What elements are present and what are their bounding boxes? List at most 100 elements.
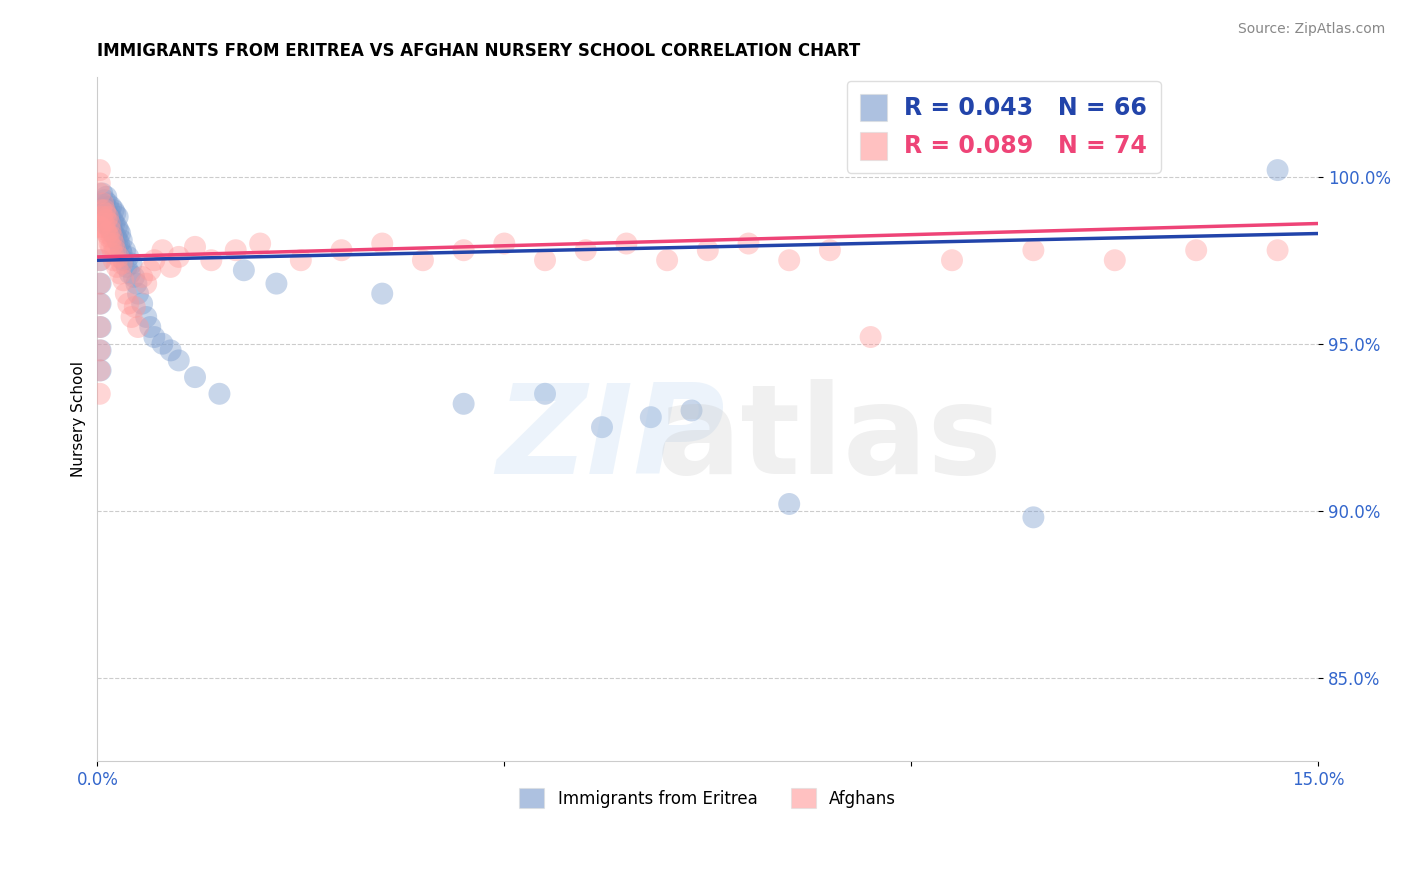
Point	[100, 210, 122, 224]
Point	[412, 253, 434, 268]
Point	[167, 250, 190, 264]
Point	[90, 219, 112, 234]
Point	[575, 244, 598, 258]
Point	[127, 320, 149, 334]
Point	[93, 217, 115, 231]
Point	[89, 236, 111, 251]
Point	[534, 386, 557, 401]
Point	[778, 497, 800, 511]
Point	[1104, 253, 1126, 268]
Point	[696, 244, 718, 258]
Point	[110, 244, 132, 258]
Point	[90, 343, 112, 358]
Point	[98, 203, 121, 218]
Point	[135, 277, 157, 291]
Text: ZIP: ZIP	[496, 379, 724, 500]
Point	[101, 246, 124, 260]
Point	[89, 277, 111, 291]
Point	[90, 253, 112, 268]
Point	[108, 267, 131, 281]
Point	[112, 253, 135, 268]
Point	[91, 186, 114, 201]
Point	[89, 343, 111, 358]
Point	[232, 263, 254, 277]
Point	[121, 256, 143, 270]
Point	[159, 343, 181, 358]
Point	[100, 223, 122, 237]
Point	[107, 250, 129, 264]
Point	[117, 250, 139, 264]
Text: Source: ZipAtlas.com: Source: ZipAtlas.com	[1237, 22, 1385, 37]
Point	[97, 230, 120, 244]
Point	[97, 196, 120, 211]
Point	[100, 200, 122, 214]
Point	[105, 230, 128, 244]
Point	[104, 206, 127, 220]
Text: IMMIGRANTS FROM ERITREA VS AFGHAN NURSERY SCHOOL CORRELATION CHART: IMMIGRANTS FROM ERITREA VS AFGHAN NURSER…	[97, 42, 860, 60]
Point	[89, 186, 111, 201]
Point	[108, 236, 131, 251]
Point	[101, 230, 124, 244]
Point	[290, 253, 312, 268]
Point	[115, 260, 138, 274]
Point	[184, 240, 207, 254]
Point	[103, 253, 125, 268]
Point	[94, 200, 117, 214]
Point	[225, 244, 247, 258]
Y-axis label: Nursery School: Nursery School	[72, 361, 86, 477]
Point	[112, 273, 135, 287]
Legend: Immigrants from Eritrea, Afghans: Immigrants from Eritrea, Afghans	[513, 781, 903, 814]
Point	[616, 236, 638, 251]
Point	[1022, 244, 1045, 258]
Point	[90, 296, 112, 310]
Point	[90, 277, 112, 291]
Point	[143, 253, 166, 268]
Point	[93, 193, 115, 207]
Point	[91, 203, 114, 218]
Point	[818, 244, 841, 258]
Point	[89, 177, 111, 191]
Point	[96, 227, 118, 241]
Point	[97, 213, 120, 227]
Point	[100, 240, 122, 254]
Point	[859, 330, 882, 344]
Point	[93, 210, 115, 224]
Point	[94, 217, 117, 231]
Point	[111, 256, 134, 270]
Point	[96, 190, 118, 204]
Point	[98, 236, 121, 251]
Point	[90, 320, 112, 334]
Point	[184, 370, 207, 384]
Point	[107, 233, 129, 247]
Point	[89, 296, 111, 310]
Point	[96, 206, 118, 220]
Point	[115, 286, 138, 301]
Point	[118, 267, 141, 281]
Point	[89, 163, 111, 178]
Point	[111, 246, 134, 260]
Point	[89, 320, 111, 334]
Point	[453, 244, 475, 258]
Point	[139, 320, 162, 334]
Point	[89, 363, 111, 377]
Point	[371, 236, 394, 251]
Point	[98, 217, 121, 231]
Point	[91, 210, 114, 224]
Point	[200, 253, 222, 268]
Point	[105, 219, 128, 234]
Point	[111, 233, 134, 247]
Point	[89, 386, 111, 401]
Point	[167, 353, 190, 368]
Point	[89, 253, 111, 268]
Point	[125, 277, 148, 291]
Point	[98, 219, 121, 234]
Point	[941, 253, 963, 268]
Point	[208, 386, 231, 401]
Point	[655, 253, 678, 268]
Point	[131, 296, 153, 310]
Point	[494, 236, 516, 251]
Point	[1267, 244, 1289, 258]
Point	[249, 236, 271, 251]
Point	[681, 403, 703, 417]
Point	[89, 219, 111, 234]
